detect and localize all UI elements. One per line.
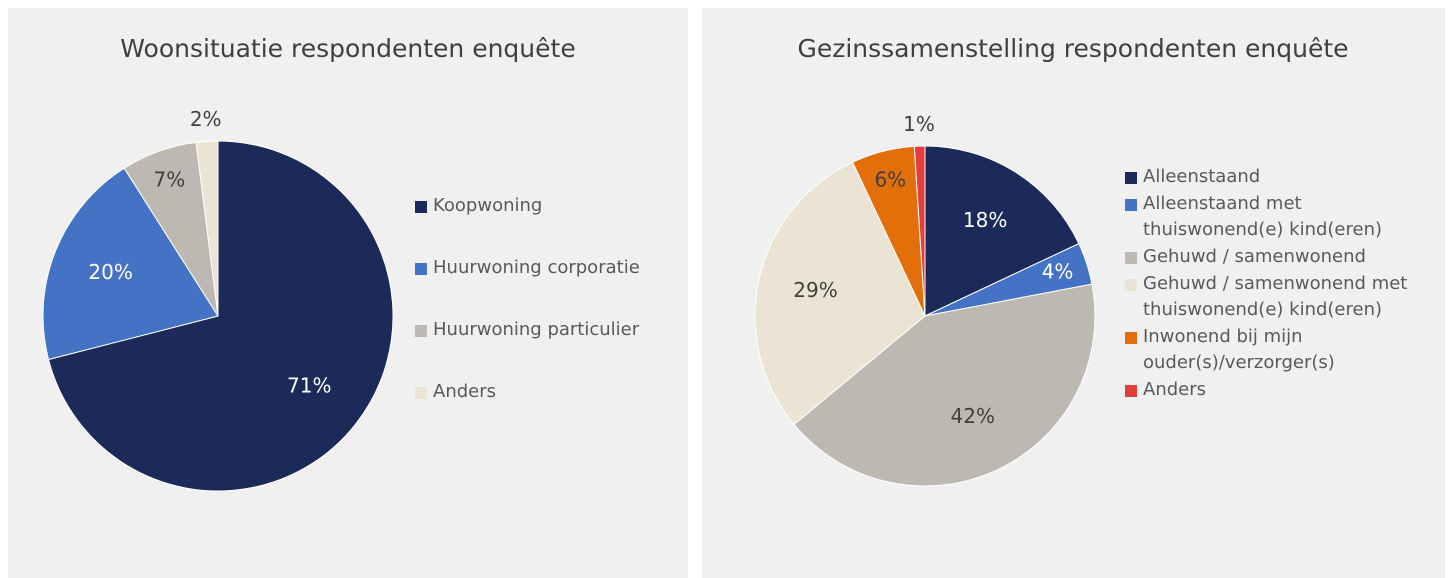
data-label: 2% <box>190 107 222 131</box>
legend-item: Gehuwd / samenwonend <box>1125 244 1430 270</box>
legend-item: Gehuwd / samenwonend met thuiswonend(e) … <box>1125 271 1430 323</box>
legend-swatch <box>1125 172 1137 184</box>
legend-label: Huurwoning particulier <box>433 319 640 340</box>
legend-item: Alleenstaand met thuiswonend(e) kind(ere… <box>1125 191 1430 243</box>
legend-swatch <box>415 201 427 213</box>
legend-label: Gehuwd / samenwonend met thuiswonend(e) … <box>1143 273 1408 320</box>
legend-swatch <box>1125 252 1137 264</box>
legend-item: Anders <box>1125 377 1430 403</box>
legend-swatch <box>1125 279 1137 291</box>
legend-item: Inwonend bij mijn ouder(s)/verzorger(s) <box>1125 324 1430 376</box>
legend-swatch <box>415 387 427 399</box>
data-label: 29% <box>793 278 837 302</box>
legend: Alleenstaand Alleenstaand met thuiswonend… <box>1125 164 1430 404</box>
pie-slice <box>924 145 1080 317</box>
legend-label: Anders <box>1143 379 1206 400</box>
legend-label: Koopwoning <box>433 195 543 216</box>
pie-slice <box>42 167 219 361</box>
legend-item: Koopwoning <box>415 193 675 219</box>
data-label: 1% <box>903 112 935 136</box>
data-label: 20% <box>88 260 132 284</box>
legend-label: Huurwoning corporatie <box>433 257 640 278</box>
data-label: 42% <box>951 404 995 428</box>
legend-label: Gehuwd / samenwonend <box>1143 246 1366 267</box>
legend-swatch <box>1125 332 1137 344</box>
legend-item: Huurwoning corporatie <box>415 255 675 281</box>
data-label: 4% <box>1042 259 1074 283</box>
legend-swatch <box>1125 385 1137 397</box>
pie-slice <box>793 283 1096 487</box>
data-label: 7% <box>154 167 186 191</box>
legend-label: Alleenstaand met thuiswonend(e) kind(ere… <box>1143 193 1383 240</box>
data-label: 6% <box>874 167 906 191</box>
legend-swatch <box>1125 199 1137 211</box>
legend: Koopwoning Huurwoning corporatie Huurwonin… <box>415 193 675 441</box>
pie-slice <box>913 145 926 317</box>
legend-label: Alleenstaand <box>1143 166 1261 187</box>
legend-item: Alleenstaand <box>1125 164 1430 190</box>
legend-item: Anders <box>415 379 675 405</box>
pie-slice <box>754 161 926 426</box>
chart-title: Woonsituatie respondenten enquête <box>120 34 575 63</box>
legend-label: Inwonend bij mijn ouder(s)/verzorger(s) <box>1143 326 1335 373</box>
legend-label: Anders <box>433 381 496 402</box>
data-label: 18% <box>963 208 1007 232</box>
chart-title: Gezinssamenstelling respondenten enquête <box>797 34 1348 63</box>
legend-item: Huurwoning particulier <box>415 317 675 343</box>
legend-swatch <box>415 325 427 337</box>
data-label: 71% <box>287 373 331 397</box>
pie-slice <box>47 140 394 492</box>
legend-swatch <box>415 263 427 275</box>
pie-slice <box>195 140 219 317</box>
